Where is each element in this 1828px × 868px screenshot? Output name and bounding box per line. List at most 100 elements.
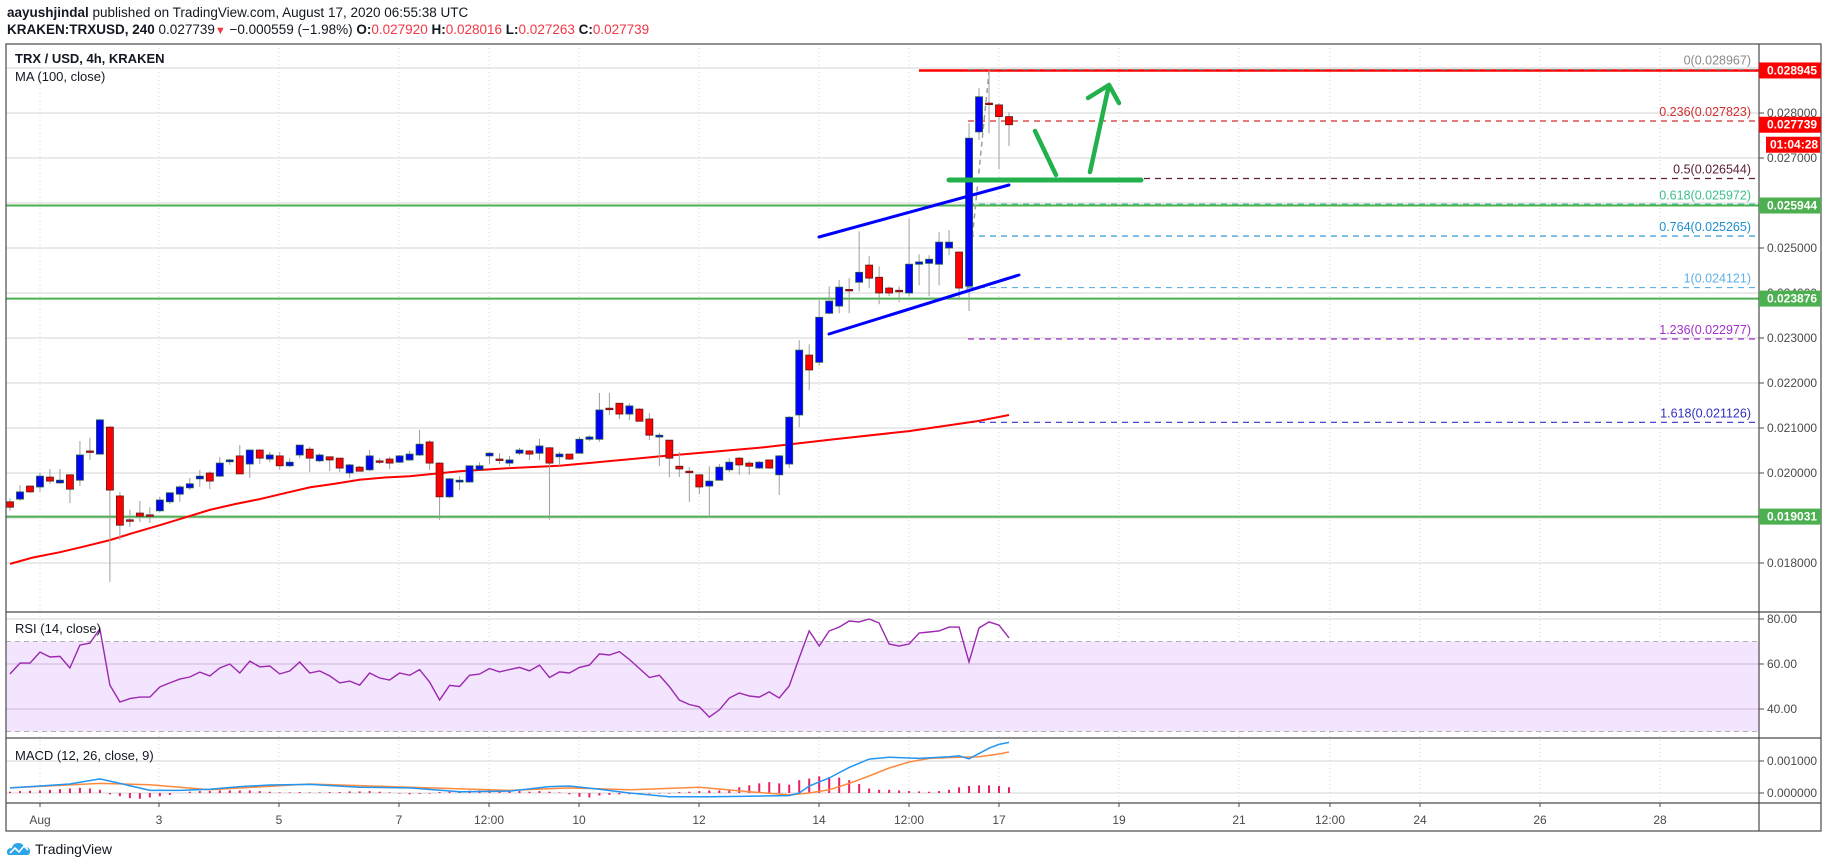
bear-candle[interactable] (86, 450, 94, 453)
bull-candle[interactable] (855, 271, 864, 283)
bear-candle[interactable] (675, 465, 684, 470)
bull-candle[interactable] (475, 465, 484, 471)
bull-candle[interactable] (445, 478, 454, 498)
bull-candle[interactable] (905, 263, 913, 294)
bull-candle[interactable] (825, 300, 834, 314)
bull-candle[interactable] (755, 461, 764, 469)
bull-candle[interactable] (215, 462, 224, 477)
bear-candle[interactable] (205, 472, 214, 482)
bull-candle[interactable] (56, 479, 64, 484)
bear-candle[interactable] (565, 453, 574, 460)
green-up-arrow[interactable] (1087, 82, 1112, 175)
bear-candle[interactable] (665, 439, 674, 459)
bear-candle[interactable] (695, 474, 704, 488)
bull-candle[interactable] (315, 454, 324, 462)
bull-candle[interactable] (185, 483, 194, 489)
bear-candle[interactable] (375, 460, 384, 463)
bull-candle[interactable] (775, 455, 784, 476)
bear-candle[interactable] (635, 408, 644, 422)
bull-candle[interactable] (515, 449, 524, 454)
bull-candle[interactable] (195, 475, 204, 480)
bull-candle[interactable] (935, 241, 943, 265)
bull-candle[interactable] (595, 409, 604, 440)
bear-candle[interactable] (895, 289, 904, 293)
bull-candle[interactable] (725, 461, 734, 471)
bear-candle[interactable] (765, 459, 774, 469)
bear-candle[interactable] (305, 448, 314, 459)
macd-legend[interactable]: MACD (12, 26, close, 9) (15, 748, 154, 763)
author-name[interactable]: aayushjindal (7, 5, 89, 20)
bull-candle[interactable] (715, 466, 724, 481)
bull-candle[interactable] (225, 459, 234, 463)
bear-candle[interactable] (46, 476, 54, 482)
bear-candle[interactable] (335, 457, 344, 469)
bull-candle[interactable] (175, 486, 184, 495)
channel-upper-line[interactable] (817, 183, 1011, 239)
bull-candle[interactable] (36, 475, 44, 488)
bear-candle[interactable] (235, 455, 244, 475)
bull-candle[interactable] (975, 96, 983, 133)
bull-candle[interactable] (705, 480, 714, 487)
bear-candle[interactable] (745, 462, 754, 467)
bull-candle[interactable] (295, 444, 304, 456)
bear-candle[interactable] (66, 474, 74, 490)
bull-candle[interactable] (16, 491, 24, 500)
bear-candle[interactable] (106, 426, 114, 491)
bull-candle[interactable] (535, 445, 544, 454)
rsi-legend[interactable]: RSI (14, close) (15, 621, 101, 636)
bull-candle[interactable] (655, 434, 664, 438)
bull-candle[interactable] (785, 416, 794, 465)
bear-candle[interactable] (955, 251, 963, 289)
tradingview-logo[interactable]: TradingView (7, 841, 112, 857)
bear-candle[interactable] (615, 402, 624, 415)
bear-candle[interactable] (1005, 116, 1013, 126)
bull-candle[interactable] (165, 492, 174, 503)
bear-candle[interactable] (865, 264, 874, 279)
bear-candle[interactable] (325, 456, 334, 461)
bull-candle[interactable] (485, 452, 494, 457)
bear-candle[interactable] (495, 458, 504, 461)
bull-candle[interactable] (365, 455, 374, 471)
bear-candle[interactable] (145, 514, 154, 517)
rsi-line[interactable] (9, 618, 1010, 719)
bear-candle[interactable] (845, 288, 854, 292)
bear-candle[interactable] (115, 495, 124, 526)
bear-candle[interactable] (255, 449, 264, 459)
bear-candle[interactable] (735, 457, 744, 466)
bear-candle[interactable] (525, 450, 534, 455)
bull-candle[interactable] (405, 453, 414, 461)
bull-candle[interactable] (455, 479, 464, 483)
bull-candle[interactable] (345, 464, 354, 474)
bull-candle[interactable] (245, 449, 254, 465)
bull-candle[interactable] (285, 461, 294, 467)
bear-candle[interactable] (275, 455, 284, 467)
bull-candle[interactable] (925, 258, 933, 264)
bull-candle[interactable] (575, 438, 584, 454)
bear-candle[interactable] (605, 407, 614, 411)
ma100-line[interactable] (9, 414, 1010, 565)
bear-candle[interactable] (545, 447, 554, 464)
macd-line[interactable] (9, 741, 1010, 798)
bear-candle[interactable] (355, 466, 364, 472)
ma-legend[interactable]: MA (100, close) (15, 69, 106, 84)
bear-candle[interactable] (6, 501, 14, 508)
bear-candle[interactable] (885, 287, 894, 294)
bull-candle[interactable] (155, 499, 164, 512)
bull-candle[interactable] (815, 316, 824, 363)
bull-candle[interactable] (265, 454, 274, 460)
bull-candle[interactable] (585, 436, 594, 440)
green-pullback-stroke[interactable] (1032, 128, 1059, 178)
bull-candle[interactable] (625, 405, 634, 415)
bear-candle[interactable] (985, 102, 993, 105)
bull-candle[interactable] (965, 137, 973, 287)
bear-candle[interactable] (125, 519, 134, 522)
bear-candle[interactable] (425, 441, 434, 464)
bull-candle[interactable] (415, 443, 424, 456)
bull-candle[interactable] (945, 241, 953, 249)
bull-candle[interactable] (96, 419, 104, 455)
bear-candle[interactable] (135, 512, 144, 517)
bear-candle[interactable] (995, 104, 1003, 118)
bear-candle[interactable] (875, 276, 884, 294)
bull-candle[interactable] (795, 349, 804, 416)
